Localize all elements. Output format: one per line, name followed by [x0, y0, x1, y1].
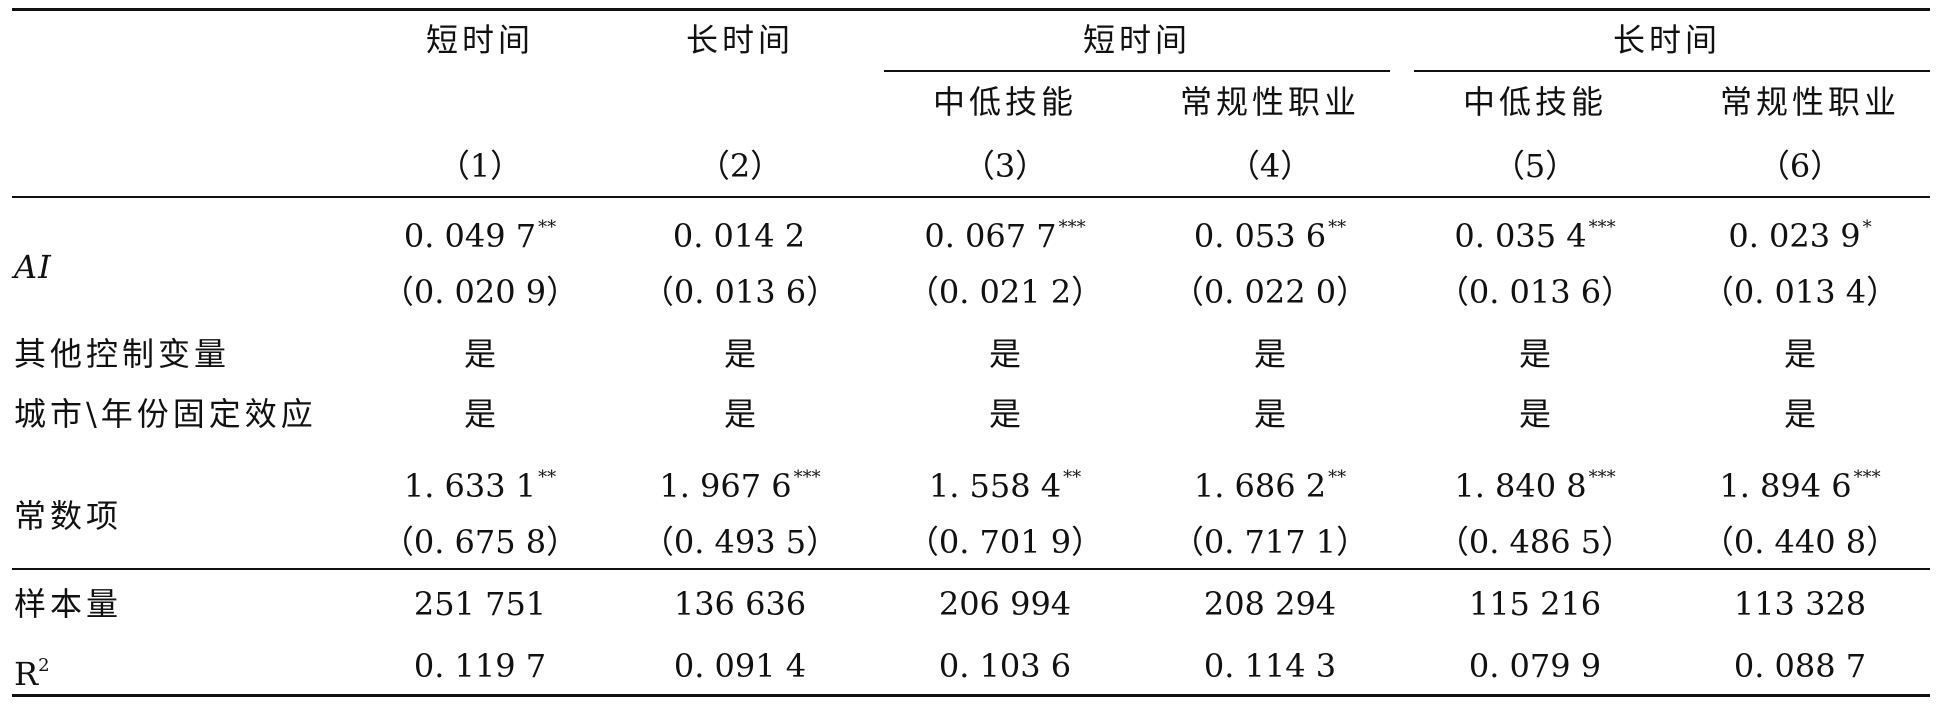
fe-value-1: 是 [463, 395, 496, 433]
const-se-5: （0. 486 5） [1436, 523, 1634, 561]
ai-se-6: （0. 013 4） [1701, 273, 1899, 311]
col-number-1: （1） [437, 147, 523, 185]
controls-value-4: 是 [1253, 335, 1286, 373]
header-col4-routine: 常规性职业 [1179, 83, 1360, 121]
ai-se-1: （0. 020 9） [381, 273, 579, 311]
r2-value-6: 0. 088 7 [1733, 647, 1867, 685]
ai-coef-5: 0. 035 4 *** [1454, 217, 1616, 255]
r2-value-2: 0. 091 4 [673, 647, 807, 685]
const-se-1: （0. 675 8） [381, 523, 579, 561]
row-label-ai: AI [14, 248, 52, 286]
header-bottom-rule [12, 196, 1930, 198]
ai-coef-1: 0. 049 7 ** [403, 217, 557, 255]
header-group-long-time: 长时间 [1612, 21, 1721, 59]
const-coef-1: 1. 633 1 ** [403, 467, 557, 505]
fe-value-6: 是 [1783, 395, 1816, 433]
r2-value-4: 0. 114 3 [1203, 647, 1337, 685]
ai-coef-6: 0. 023 9 * [1728, 217, 1872, 255]
col-number-2: （2） [697, 147, 783, 185]
row-label-fixed-effects: 城市\年份固定效应 [14, 395, 317, 433]
row-label-constant: 常数项 [14, 497, 123, 535]
header-group-short-time: 短时间 [1082, 21, 1191, 59]
n-value-2: 136 636 [673, 585, 807, 623]
const-coef-4: 1. 686 2 ** [1193, 467, 1347, 505]
row-label-r-squared: R2 [14, 655, 50, 693]
r2-value-3: 0. 103 6 [938, 647, 1072, 685]
controls-value-2: 是 [723, 335, 756, 373]
const-se-3: （0. 701 9） [906, 523, 1104, 561]
header-col3-low-skill: 中低技能 [932, 83, 1077, 121]
const-coef-5: 1. 840 8 *** [1454, 467, 1616, 505]
fe-value-3: 是 [988, 395, 1021, 433]
n-value-6: 113 328 [1733, 585, 1867, 623]
const-coef-2: 1. 967 6 *** [659, 467, 821, 505]
const-se-2: （0. 493 5） [641, 523, 839, 561]
table-top-rule [12, 8, 1930, 11]
ai-se-4: （0. 022 0） [1171, 273, 1369, 311]
table-bottom-rule [12, 694, 1930, 697]
header-col1-short-time: 短时间 [425, 21, 534, 59]
ai-coef-3: 0. 067 7 *** [924, 217, 1086, 255]
row-label-sample-size: 样本量 [14, 585, 123, 623]
const-se-4: （0. 717 1） [1171, 523, 1369, 561]
n-value-4: 208 294 [1203, 585, 1337, 623]
controls-value-6: 是 [1783, 335, 1816, 373]
ai-se-3: （0. 021 2） [906, 273, 1104, 311]
controls-value-5: 是 [1518, 335, 1551, 373]
col-number-5: （5） [1492, 147, 1578, 185]
ai-coef-4: 0. 053 6 ** [1193, 217, 1347, 255]
ai-se-5: （0. 013 6） [1436, 273, 1634, 311]
controls-value-1: 是 [463, 335, 496, 373]
fe-value-2: 是 [723, 395, 756, 433]
fe-value-5: 是 [1518, 395, 1551, 433]
header-col5-low-skill: 中低技能 [1462, 83, 1607, 121]
const-coef-6: 1. 894 6 *** [1719, 467, 1881, 505]
col-number-6: （6） [1757, 147, 1843, 185]
header-col6-routine: 常规性职业 [1719, 83, 1900, 121]
n-value-3: 206 994 [938, 585, 1072, 623]
controls-value-3: 是 [988, 335, 1021, 373]
group-rule-short-time [884, 70, 1390, 72]
ai-coef-2: 0. 014 2 [672, 217, 806, 255]
r2-value-5: 0. 079 9 [1468, 647, 1602, 685]
const-coef-3: 1. 558 4 ** [928, 467, 1082, 505]
fe-value-4: 是 [1253, 395, 1286, 433]
const-se-6: （0. 440 8） [1701, 523, 1899, 561]
r2-value-1: 0. 119 7 [413, 647, 547, 685]
header-col2-long-time: 长时间 [685, 21, 794, 59]
constant-bottom-rule [12, 568, 1930, 570]
col-number-3: （3） [962, 147, 1048, 185]
row-label-controls: 其他控制变量 [14, 335, 231, 373]
n-value-5: 115 216 [1468, 585, 1602, 623]
ai-se-2: （0. 013 6） [641, 273, 839, 311]
group-rule-long-time [1414, 70, 1930, 72]
col-number-4: （4） [1227, 147, 1313, 185]
n-value-1: 251 751 [413, 585, 547, 623]
